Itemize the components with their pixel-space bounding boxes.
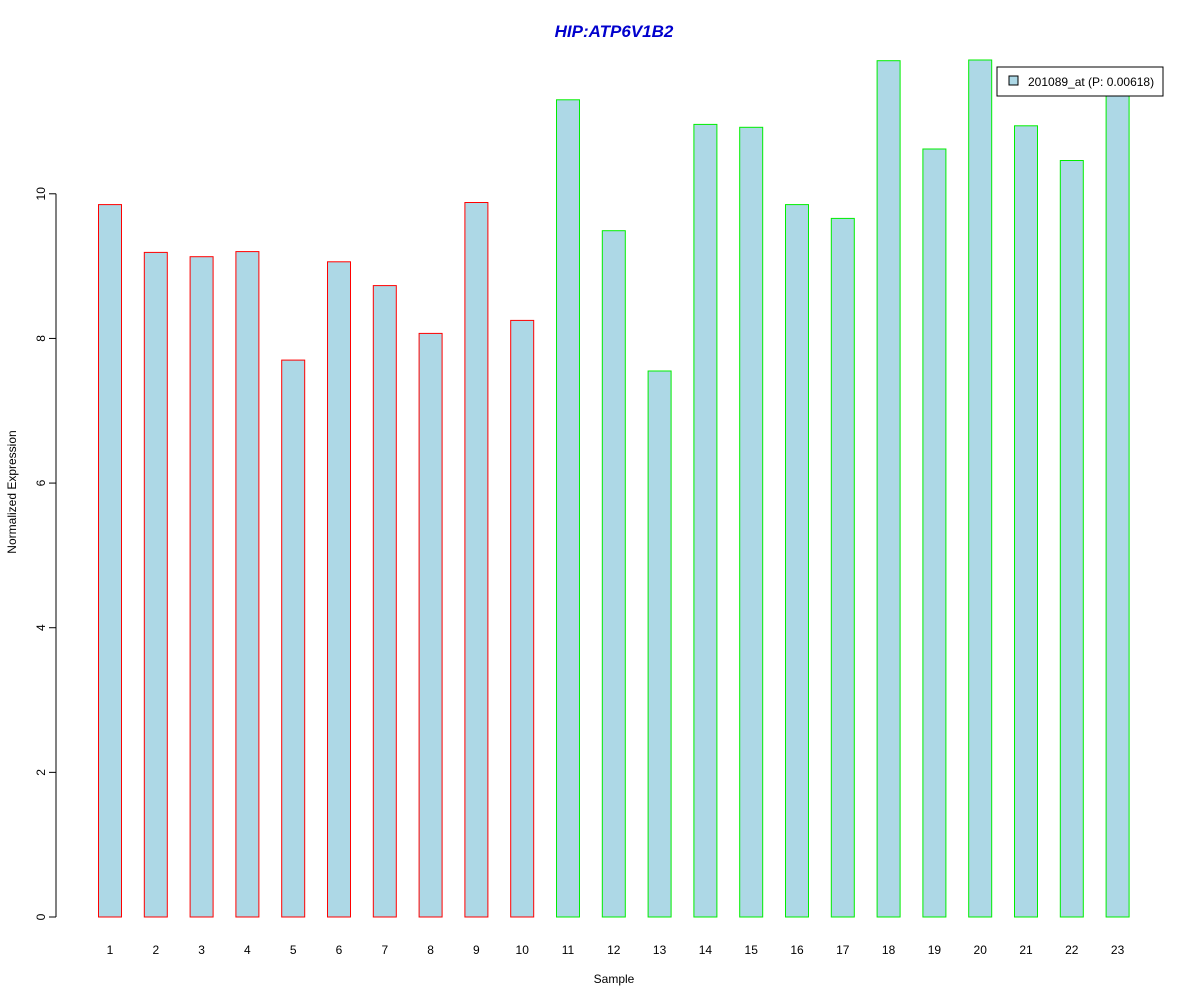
bar-sample-21 (1014, 125, 1038, 918)
x-tick-label: 15 (745, 943, 759, 957)
bar-sample-15 (739, 126, 764, 918)
bar-sample-13 (647, 370, 672, 918)
x-tick-label: 23 (1111, 943, 1125, 957)
x-tick-label: 7 (381, 943, 388, 957)
bar-sample-5 (281, 359, 306, 918)
y-tick-label: 6 (34, 479, 48, 486)
x-tick-labels: 1 2 3 4 5 6 7 8 9 10 11 12 13 14 15 16 17 18 19 20 21 22 23 (107, 943, 1125, 957)
bar-sample-23 (1105, 89, 1130, 918)
legend: 201089_at (P: 0.00618) (996, 66, 1164, 97)
x-tick-label: 20 (974, 943, 988, 957)
bar-sample-6 (327, 261, 351, 918)
y-axis: 0 2 4 6 8 10 (34, 187, 57, 920)
bar-sample-17 (830, 217, 855, 918)
x-tick-label: 8 (427, 943, 434, 957)
bar-sample-20 (968, 59, 993, 918)
x-tick-label: 4 (244, 943, 251, 957)
x-tick-label: 9 (473, 943, 480, 957)
y-tick-label: 2 (34, 769, 48, 776)
bars-group (98, 59, 1130, 918)
x-tick-label: 11 (562, 943, 575, 957)
bar-sample-22 (1059, 160, 1084, 918)
bar-sample-18 (876, 60, 901, 918)
x-tick-label: 2 (152, 943, 159, 957)
bar-sample-8 (418, 332, 443, 918)
x-tick-label: 17 (836, 943, 850, 957)
x-tick-label: 14 (699, 943, 713, 957)
x-tick-label: 5 (290, 943, 297, 957)
x-tick-label: 13 (653, 943, 667, 957)
y-tick-label: 8 (34, 335, 48, 342)
bar-sample-14 (693, 123, 718, 918)
bar-sample-7 (372, 285, 397, 918)
x-tick-label: 16 (790, 943, 804, 957)
x-tick-label: 19 (928, 943, 942, 957)
legend-label: 201089_at (P: 0.00618) (1028, 75, 1154, 89)
bar-sample-3 (189, 256, 214, 918)
bar-sample-11 (556, 99, 580, 918)
x-tick-label: 1 (107, 943, 114, 957)
bar-sample-1 (98, 204, 122, 918)
x-tick-label: 12 (607, 943, 621, 957)
bar-sample-12 (601, 230, 626, 918)
bar-sample-19 (922, 148, 947, 918)
legend-swatch (1008, 75, 1019, 86)
x-tick-label: 3 (198, 943, 205, 957)
bar-sample-16 (785, 204, 809, 918)
y-axis-label: Normalized Expression (5, 430, 19, 553)
x-tick-label: 6 (336, 943, 343, 957)
y-tick-label: 10 (34, 187, 48, 201)
x-axis-label: Sample (594, 972, 635, 986)
legend-box (996, 66, 1164, 97)
bar-sample-2 (143, 251, 168, 918)
chart-title: HIP:ATP6V1B2 (555, 22, 674, 41)
y-tick-label: 0 (34, 913, 48, 920)
x-tick-label: 21 (1019, 943, 1033, 957)
bar-sample-9 (464, 202, 489, 918)
bar-sample-10 (510, 319, 535, 918)
x-tick-label: 22 (1065, 943, 1079, 957)
y-tick-label: 4 (34, 624, 48, 631)
x-tick-label: 18 (882, 943, 896, 957)
bar-sample-4 (235, 251, 260, 918)
x-tick-label: 10 (516, 943, 530, 957)
